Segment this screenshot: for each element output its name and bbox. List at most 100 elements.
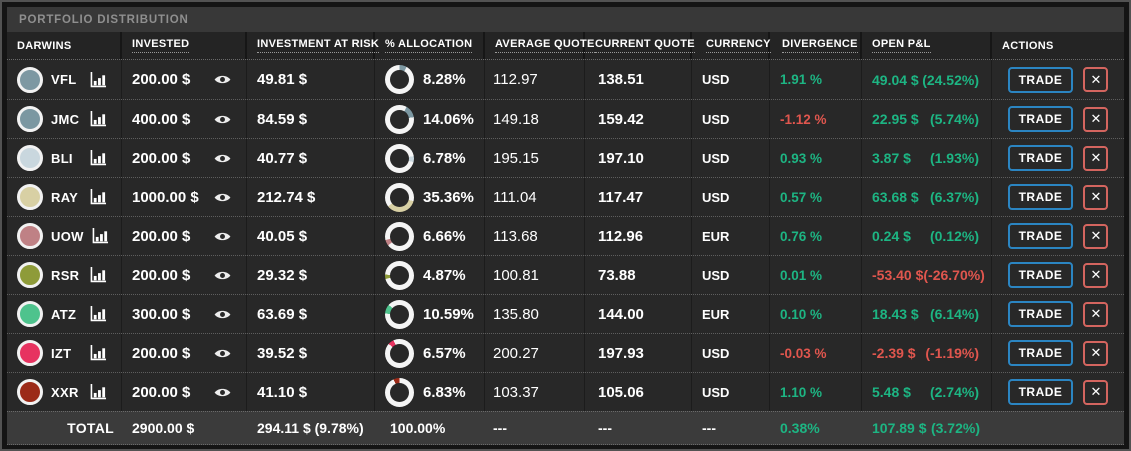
table-row: BLI 200.00 $ 40.77 $ 6.78% 195.15 197.10… <box>7 138 1124 177</box>
darwin-name[interactable]: VFL <box>51 72 77 87</box>
eye-icon[interactable] <box>213 386 232 399</box>
eye-icon[interactable] <box>213 230 232 243</box>
currency-value: USD <box>692 100 770 138</box>
allocation-value: 8.28% <box>423 71 466 88</box>
currency-value: EUR <box>692 217 770 255</box>
close-icon-button[interactable]: ✕ <box>1083 340 1109 366</box>
col-header-investment-at-risk[interactable]: INVESTMENT AT RISK <box>247 32 380 59</box>
invested-value: 300.00 $ <box>132 305 191 323</box>
close-icon-button[interactable]: ✕ <box>1083 262 1109 288</box>
trade-button[interactable]: TRADE <box>1007 379 1074 405</box>
invested-value: 200.00 $ <box>132 383 191 401</box>
close-icon-button[interactable]: ✕ <box>1083 106 1109 132</box>
trade-button[interactable]: TRADE <box>1007 340 1074 366</box>
darwin-name[interactable]: RAY <box>51 189 79 205</box>
actions-cell: TRADE ✕ <box>992 139 1124 177</box>
pnl-percent: (2.74%) <box>929 384 979 400</box>
col-header-invested[interactable]: INVESTED <box>122 32 247 59</box>
trade-button[interactable]: TRADE <box>1007 184 1074 210</box>
bar-chart-icon[interactable] <box>90 306 107 322</box>
close-icon-button[interactable]: ✕ <box>1083 145 1109 171</box>
allocation-donut-chart <box>385 260 414 290</box>
eye-icon[interactable] <box>213 113 232 126</box>
risk-value: 63.69 $ <box>247 295 375 333</box>
allocation-value: 6.57% <box>423 344 466 362</box>
open-pnl-cell: -2.39 $ (-1.19%) <box>862 334 992 372</box>
pnl-percent: (-26.70%) <box>923 267 985 283</box>
bar-chart-icon[interactable] <box>90 345 107 361</box>
col-header-currency[interactable]: CURRENCY <box>692 32 771 59</box>
darwin-avatar <box>17 379 43 405</box>
trade-button[interactable]: TRADE <box>1007 145 1074 171</box>
currency-value: USD <box>692 373 770 411</box>
darwin-name[interactable]: BLI <box>51 150 73 166</box>
col-header-open-pnl[interactable]: OPEN P&L <box>862 32 992 59</box>
open-pnl-cell: 0.24 $ (0.12%) <box>862 217 992 255</box>
average-quote-value: 200.27 <box>485 334 585 372</box>
eye-icon[interactable] <box>213 269 232 282</box>
darwin-avatar <box>17 262 43 288</box>
darwin-name[interactable]: IZT <box>51 345 72 361</box>
trade-button[interactable]: TRADE <box>1007 301 1074 327</box>
pnl-percent: (6.37%) <box>929 189 979 205</box>
darwin-name[interactable]: UOW <box>51 228 84 244</box>
eye-icon[interactable] <box>213 347 232 360</box>
table-row: RSR 200.00 $ 29.32 $ 4.87% 100.81 73.88 … <box>7 255 1124 294</box>
eye-icon[interactable] <box>213 191 232 204</box>
darwin-cell: XXR <box>7 373 122 411</box>
col-header-allocation[interactable]: % ALLOCATION <box>375 32 485 59</box>
eye-icon[interactable] <box>213 308 232 321</box>
trade-button[interactable]: TRADE <box>1007 262 1074 288</box>
allocation-cell: 35.36% <box>375 178 485 216</box>
pnl-value: -53.40 $ <box>872 267 924 283</box>
table-row: XXR 200.00 $ 41.10 $ 6.83% 103.37 105.06… <box>7 372 1124 411</box>
current-quote-value: 144.00 <box>585 295 692 333</box>
invested-cell: 200.00 $ <box>122 60 247 99</box>
eye-icon[interactable] <box>213 73 232 86</box>
darwin-cell: RSR <box>7 256 122 294</box>
darwin-name[interactable]: XXR <box>51 384 79 400</box>
close-icon-button[interactable]: ✕ <box>1083 184 1109 210</box>
close-icon-button[interactable]: ✕ <box>1083 67 1109 92</box>
close-icon-button[interactable]: ✕ <box>1083 379 1109 405</box>
open-pnl-cell: 3.87 $ (1.93%) <box>862 139 992 177</box>
darwin-name[interactable]: JMC <box>51 111 80 127</box>
darwin-cell: RAY <box>7 178 122 216</box>
darwin-cell: JMC <box>7 100 122 138</box>
table-row: VFL 200.00 $ 49.81 $ 8.28% 112.97 138.51… <box>7 60 1124 99</box>
bar-chart-icon[interactable] <box>90 150 107 166</box>
col-header-average-quote[interactable]: AVERAGE QUOTE <box>485 32 595 59</box>
trade-button[interactable]: TRADE <box>1007 223 1074 249</box>
total-pnl-value: 107.89 $ <box>872 420 927 436</box>
panel-titlebar: PORTFOLIO DISTRIBUTION <box>7 7 1124 32</box>
allocation-cell: 10.59% <box>375 295 485 333</box>
actions-cell: TRADE ✕ <box>992 60 1124 99</box>
actions-cell: TRADE ✕ <box>992 295 1124 333</box>
average-quote-value: 103.37 <box>485 373 585 411</box>
risk-value: 40.77 $ <box>247 139 375 177</box>
trade-button[interactable]: TRADE <box>1007 66 1074 93</box>
darwin-name[interactable]: RSR <box>51 267 80 283</box>
eye-icon[interactable] <box>213 152 232 165</box>
bar-chart-icon[interactable] <box>90 267 107 283</box>
trade-button[interactable]: TRADE <box>1007 106 1074 132</box>
bar-chart-icon[interactable] <box>90 384 107 400</box>
close-icon-button[interactable]: ✕ <box>1083 223 1109 249</box>
col-header-current-quote[interactable]: CURRENT QUOTE <box>585 32 695 59</box>
divergence-value: 1.10 % <box>770 373 862 411</box>
bar-chart-icon[interactable] <box>90 111 107 127</box>
bar-chart-icon[interactable] <box>90 71 107 88</box>
allocation-cell: 6.57% <box>375 334 485 372</box>
col-header-divergence[interactable]: DIVERGENCE <box>770 32 862 59</box>
allocation-donut-chart <box>385 143 414 173</box>
darwin-name[interactable]: ATZ <box>51 306 77 322</box>
bar-chart-icon[interactable] <box>90 189 107 205</box>
darwin-cell: UOW <box>7 217 122 255</box>
current-quote-value: 197.93 <box>585 334 692 372</box>
bar-chart-icon[interactable] <box>92 228 109 244</box>
darwin-cell: ATZ <box>7 295 122 333</box>
pnl-value: 22.95 $ <box>872 111 919 127</box>
currency-value: EUR <box>692 295 770 333</box>
invested-cell: 200.00 $ <box>122 139 247 177</box>
close-icon-button[interactable]: ✕ <box>1083 301 1109 327</box>
